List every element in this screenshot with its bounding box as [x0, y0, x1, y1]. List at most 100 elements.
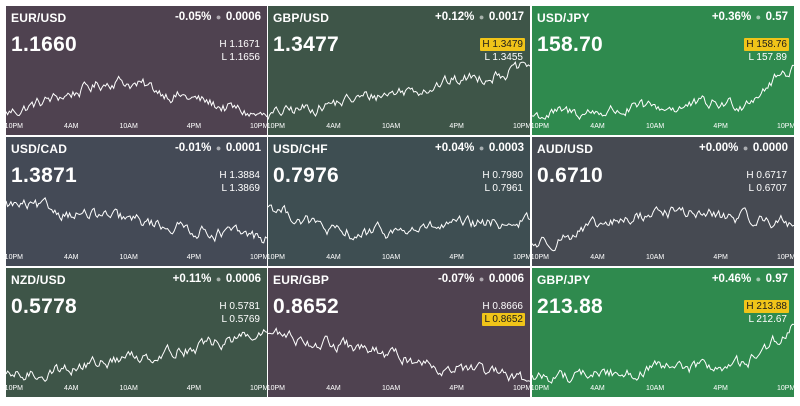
time-axis-tick: 10PM	[532, 254, 550, 261]
high-value: H 158.76	[744, 38, 789, 51]
time-axis-tick: 10PM	[250, 385, 267, 392]
tile-aud-usd[interactable]: AUD/USD +0.00% ● 0.0000 0.6710 H 0.6717 L 0.…	[532, 137, 794, 266]
low-value: L 1.3455	[484, 52, 523, 63]
change-readout: -0.05% ● 0.0006	[175, 11, 261, 23]
change-readout: +0.00% ● 0.0000	[699, 142, 788, 154]
price-sparkline	[6, 328, 267, 383]
change-readout: +0.46% ● 0.97	[712, 273, 788, 285]
sparkline-path	[268, 204, 530, 241]
time-axis-tick: 10PM	[6, 385, 23, 392]
price-sparkline	[268, 327, 530, 383]
time-axis-tick: 10AM	[381, 123, 401, 130]
time-axis-tick: 10PM	[512, 123, 530, 130]
sparkline-path	[532, 64, 794, 121]
sparkline-path	[532, 206, 794, 252]
change-percent: -0.01%	[174, 142, 212, 154]
pair-label: GBP/USD	[273, 11, 330, 25]
high-value: H 213.88	[744, 300, 789, 313]
time-axis-tick: 10AM	[381, 254, 401, 261]
time-axis-tick: 4AM	[64, 385, 79, 392]
separator-dot-icon: ●	[740, 143, 751, 153]
time-axis-tick: 10PM	[268, 385, 286, 392]
low-value: L 0.8652	[482, 313, 525, 326]
change-percent: +0.12%	[435, 11, 475, 23]
time-axis: 10PM 4AM 10AM 4PM 10PM	[6, 123, 267, 133]
separator-dot-icon: ●	[476, 274, 487, 284]
change-absolute: 0.57	[765, 11, 788, 23]
time-axis-tick: 4PM	[449, 254, 464, 261]
sparkline-path	[268, 61, 530, 120]
price-value: 1.3477	[273, 33, 340, 56]
change-absolute: 0.0001	[225, 142, 261, 154]
low-value: L 0.6707	[748, 183, 787, 194]
low-value: L 0.5769	[221, 314, 260, 325]
high-value: H 0.6717	[746, 170, 787, 181]
pair-label: EUR/GBP	[273, 273, 330, 287]
time-axis-tick: 4AM	[590, 123, 605, 130]
time-axis-tick: 10AM	[119, 254, 138, 261]
pair-label: USD/CHF	[273, 142, 328, 156]
high-value: H 0.7980	[482, 170, 523, 181]
sparkline-path	[532, 323, 794, 384]
price-value: 0.6710	[537, 164, 604, 187]
time-axis-tick: 10PM	[250, 123, 267, 130]
separator-dot-icon: ●	[753, 12, 764, 22]
time-axis: 10PM 4AM 10AM 4PM 10PM	[268, 254, 530, 264]
time-axis: 10PM 4AM 10AM 4PM 10PM	[268, 385, 530, 395]
tile-usd-cad[interactable]: USD/CAD -0.01% ● 0.0001 1.3871 H 1.3884 L 1.…	[6, 137, 267, 266]
separator-dot-icon: ●	[213, 274, 224, 284]
separator-dot-icon: ●	[213, 143, 224, 153]
change-readout: -0.07% ● 0.0006	[438, 273, 524, 285]
change-readout: -0.01% ● 0.0001	[175, 142, 261, 154]
change-absolute: 0.0000	[752, 142, 788, 154]
change-percent: +0.04%	[435, 142, 475, 154]
price-value: 213.88	[537, 295, 604, 318]
pair-label: USD/CAD	[11, 142, 68, 156]
time-axis-tick: 4AM	[326, 123, 341, 130]
change-readout: +0.36% ● 0.57	[712, 11, 788, 23]
low-value: L 1.3869	[221, 183, 260, 194]
low-value: L 157.89	[748, 52, 787, 63]
pair-label: USD/JPY	[537, 11, 590, 25]
change-percent: +0.46%	[711, 273, 752, 285]
tile-eur-usd[interactable]: EUR/USD -0.05% ● 0.0006 1.1660 H 1.1671 L 1.…	[6, 6, 267, 135]
price-sparkline	[532, 64, 794, 121]
tile-eur-gbp[interactable]: EUR/GBP -0.07% ● 0.0006 0.8652 H 0.8666 L 0.…	[268, 268, 530, 397]
price-sparkline	[6, 197, 267, 244]
change-percent: +0.11%	[172, 273, 212, 285]
change-readout: +0.12% ● 0.0017	[435, 11, 524, 23]
time-axis-tick: 10AM	[645, 123, 665, 130]
time-axis-tick: 10AM	[119, 385, 138, 392]
time-axis-tick: 10PM	[532, 385, 550, 392]
pair-label: GBP/JPY	[537, 273, 591, 287]
time-axis-tick: 10PM	[250, 254, 267, 261]
time-axis-tick: 4AM	[590, 254, 605, 261]
low-value: L 0.7961	[484, 183, 523, 194]
time-axis-tick: 4PM	[449, 385, 464, 392]
tile-usd-jpy[interactable]: USD/JPY +0.36% ● 0.57 158.70 H 158.76 L 157.…	[532, 6, 794, 135]
price-value: 158.70	[537, 33, 604, 56]
high-value: H 1.3479	[480, 38, 525, 51]
pair-label: NZD/USD	[11, 273, 66, 287]
time-axis-tick: 10PM	[532, 123, 550, 130]
tile-gbp-jpy[interactable]: GBP/JPY +0.46% ● 0.97 213.88 H 213.88 L 212.…	[532, 268, 794, 397]
tile-gbp-usd[interactable]: GBP/USD +0.12% ● 0.0017 1.3477 H 1.3479 L 1.…	[268, 6, 530, 135]
time-axis-tick: 10PM	[512, 254, 530, 261]
time-axis-tick: 10PM	[6, 254, 23, 261]
tile-nzd-usd[interactable]: NZD/USD +0.11% ● 0.0006 0.5778 H 0.5781 L 0.…	[6, 268, 267, 397]
tile-usd-chf[interactable]: USD/CHF +0.04% ● 0.0003 0.7976 H 0.7980 L 0.…	[268, 137, 530, 266]
price-sparkline	[268, 61, 530, 120]
sparkline-path	[6, 75, 267, 118]
low-value: L 1.1656	[221, 52, 260, 63]
change-absolute: 0.97	[765, 273, 788, 285]
time-axis-tick: 10PM	[776, 254, 794, 261]
change-absolute: 0.0017	[488, 11, 524, 23]
time-axis-tick: 10PM	[6, 123, 23, 130]
change-absolute: 0.0006	[225, 273, 261, 285]
time-axis-tick: 10PM	[268, 123, 286, 130]
time-axis-tick: 4PM	[713, 254, 728, 261]
change-absolute: 0.0003	[488, 142, 524, 154]
change-percent: -0.05%	[174, 11, 212, 23]
price-sparkline	[6, 75, 267, 118]
